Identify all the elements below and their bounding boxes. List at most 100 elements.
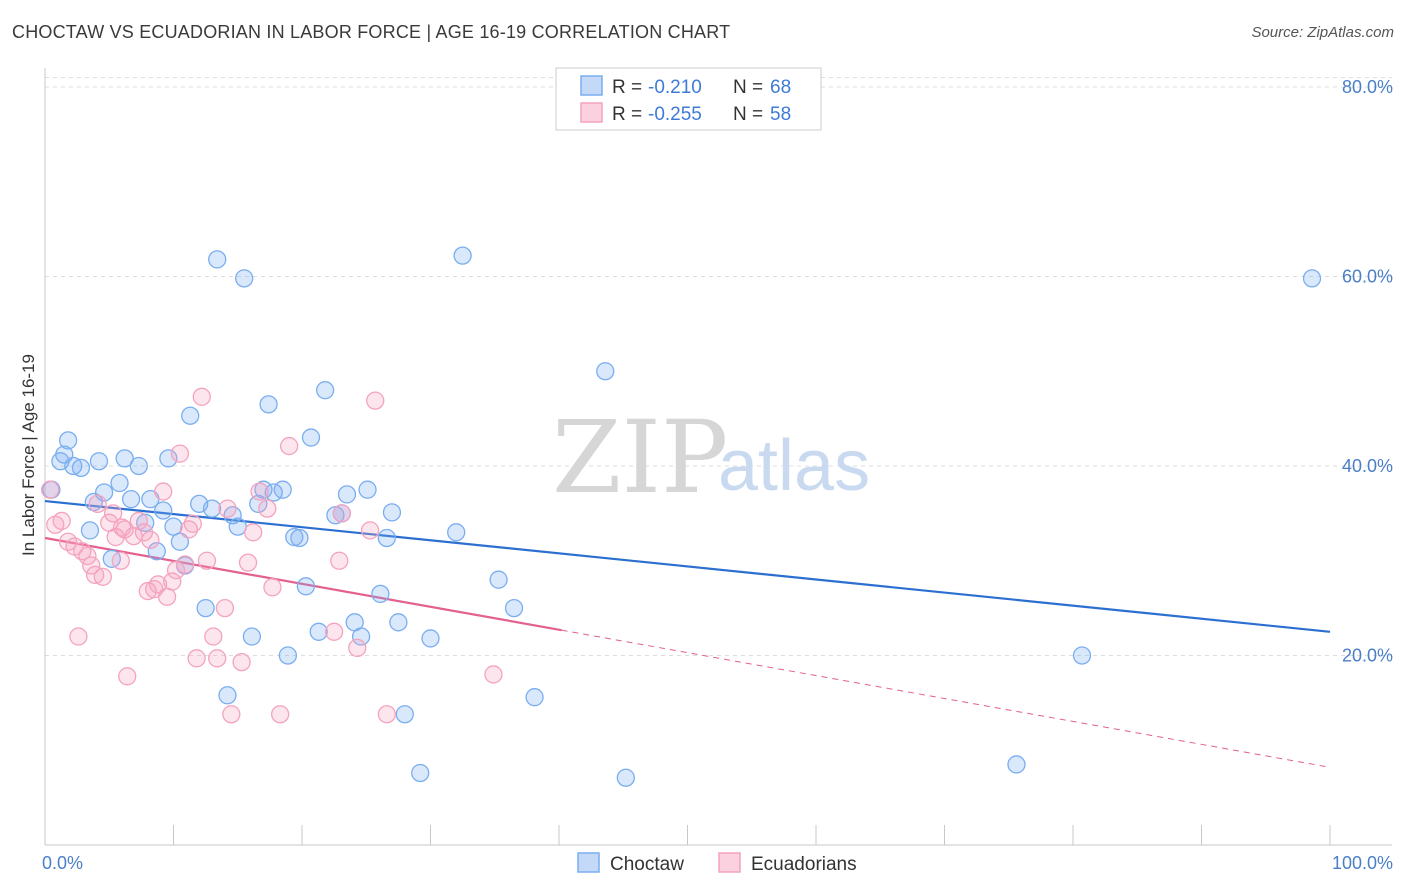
legend-r-value-1: -0.210	[648, 77, 702, 98]
point-0-66	[1072, 646, 1092, 665]
point-0-20	[164, 517, 183, 536]
watermark: ZIP atlas	[552, 399, 870, 516]
legend-box: R = -0.210 N = 68 R = -0.255 N = 58	[555, 67, 822, 131]
point-0-53	[382, 503, 402, 522]
point-0-27	[208, 250, 227, 269]
point-1-26	[157, 587, 177, 606]
point-1-46	[271, 705, 290, 724]
point-0-64	[616, 768, 635, 787]
point-1-52	[360, 521, 380, 540]
point-0-25	[196, 598, 215, 618]
point-1-40	[232, 652, 251, 672]
y-tick-label-20: 20.0%	[1342, 645, 1393, 665]
point-1-30	[175, 555, 195, 574]
axes	[44, 68, 1392, 846]
point-1-50	[332, 504, 351, 523]
point-0-5	[71, 458, 91, 478]
point-0-18	[154, 501, 173, 520]
x-tick-label-left: 0.0%	[42, 853, 83, 873]
legend-swatch-ecuadorians	[580, 102, 603, 123]
point-0-10	[102, 549, 121, 568]
point-1-35	[197, 551, 217, 570]
point-1-27	[163, 572, 182, 591]
point-0-26	[202, 499, 222, 518]
point-0-15	[136, 513, 155, 532]
point-1-28	[166, 561, 186, 580]
point-0-65	[1007, 755, 1026, 774]
point-1-56	[218, 499, 237, 518]
point-1-33	[187, 649, 206, 668]
point-0-23	[181, 406, 200, 425]
point-1-38	[215, 598, 235, 618]
point-0-60	[489, 570, 508, 589]
point-1-51	[348, 638, 367, 658]
point-0-6	[80, 521, 100, 540]
point-0-28	[218, 686, 237, 705]
point-0-40	[290, 528, 309, 548]
y-tick-label-40: 40.0%	[1342, 456, 1393, 476]
point-0-61	[504, 598, 524, 618]
point-1-25	[154, 482, 173, 501]
point-1-45	[263, 578, 282, 597]
legend-swatch-choctaw	[580, 75, 603, 96]
point-1-41	[238, 553, 258, 572]
point-1-32	[183, 514, 202, 533]
point-1-2	[52, 511, 71, 531]
point-1-29	[170, 444, 190, 463]
point-0-31	[235, 269, 254, 288]
point-1-55	[484, 665, 503, 684]
point-1-54	[377, 705, 396, 724]
point-1-53	[366, 391, 385, 410]
legend-r-label-2: R =	[612, 104, 642, 125]
point-0-58	[447, 523, 466, 542]
point-0-44	[315, 381, 335, 400]
y-tick-label-60: 60.0%	[1342, 266, 1393, 286]
point-1-0	[40, 480, 60, 499]
legend-n-label-2: N =	[733, 104, 763, 125]
bottom-legend-swatch-ecuadorians	[718, 852, 741, 873]
point-1-24	[148, 575, 168, 594]
point-1-13	[103, 504, 123, 523]
legend-n-value-2: 58	[770, 104, 791, 125]
point-0-8	[89, 452, 109, 471]
point-0-49	[351, 627, 371, 646]
legend-r-value-2: -0.255	[648, 104, 702, 125]
point-0-11	[110, 473, 129, 493]
point-0-37	[273, 480, 292, 499]
point-0-17	[147, 542, 166, 561]
point-0-3	[58, 431, 78, 450]
point-0-41	[296, 577, 316, 596]
point-1-36	[204, 627, 223, 646]
point-0-13	[121, 489, 141, 509]
point-1-39	[222, 705, 241, 724]
point-1-11	[93, 567, 112, 586]
watermark-zip: ZIP	[552, 399, 728, 516]
point-1-22	[141, 530, 160, 550]
x-tick-label-right: 100.0%	[1332, 853, 1393, 873]
chart-title: CHOCTAW VS ECUADORIAN IN LABOR FORCE | A…	[12, 22, 731, 42]
point-0-35	[259, 395, 278, 414]
y-tick-labels: 20.0% 40.0% 60.0% 80.0%	[1342, 77, 1393, 666]
point-1-19	[129, 511, 148, 531]
trend-line-extension-1	[561, 629, 1331, 768]
legend-n-value-1: 68	[770, 77, 791, 98]
trend-line-0	[44, 499, 1331, 633]
point-0-32	[242, 627, 262, 646]
trend-lines	[44, 499, 1331, 768]
trend-line-1	[44, 536, 562, 632]
point-0-21	[170, 532, 190, 551]
point-1-17	[118, 667, 137, 686]
point-0-50	[358, 480, 377, 499]
point-1-57	[112, 518, 132, 537]
data-points	[40, 246, 1322, 787]
source-label: Source: ZipAtlas.com	[1251, 24, 1394, 41]
point-1-15	[111, 551, 130, 570]
point-1-16	[115, 520, 134, 539]
bottom-legend-swatch-choctaw	[577, 852, 600, 873]
point-0-12	[115, 449, 134, 468]
point-0-38	[278, 646, 298, 665]
point-1-8	[82, 556, 101, 575]
point-0-19	[159, 449, 178, 468]
point-1-48	[324, 622, 344, 641]
point-0-59	[453, 246, 472, 265]
